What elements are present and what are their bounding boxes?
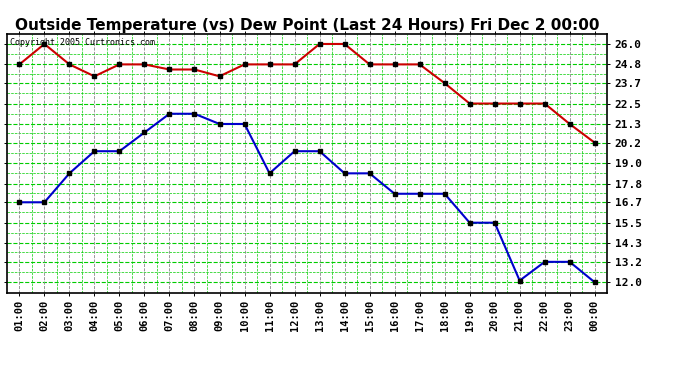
Title: Outside Temperature (vs) Dew Point (Last 24 Hours) Fri Dec 2 00:00: Outside Temperature (vs) Dew Point (Last…	[14, 18, 600, 33]
Text: Copyright 2005 Curtronics.com: Copyright 2005 Curtronics.com	[10, 38, 155, 46]
